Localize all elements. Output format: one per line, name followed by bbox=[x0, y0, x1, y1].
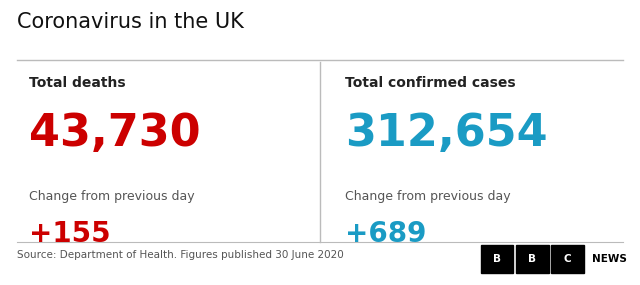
Text: Source: Department of Health. Figures published 30 June 2020: Source: Department of Health. Figures pu… bbox=[17, 251, 344, 260]
Text: Change from previous day: Change from previous day bbox=[29, 190, 195, 203]
Text: C: C bbox=[564, 254, 572, 264]
Text: NEWS: NEWS bbox=[591, 254, 627, 264]
Text: Coronavirus in the UK: Coronavirus in the UK bbox=[17, 13, 244, 32]
Text: Total confirmed cases: Total confirmed cases bbox=[345, 76, 516, 90]
FancyBboxPatch shape bbox=[481, 245, 513, 272]
FancyBboxPatch shape bbox=[551, 245, 584, 272]
Text: 312,654: 312,654 bbox=[345, 112, 548, 155]
Text: B: B bbox=[529, 254, 536, 264]
Text: Change from previous day: Change from previous day bbox=[345, 190, 511, 203]
Text: B: B bbox=[493, 254, 501, 264]
Text: Total deaths: Total deaths bbox=[29, 76, 126, 90]
Text: 43,730: 43,730 bbox=[29, 112, 201, 155]
Text: +155: +155 bbox=[29, 220, 111, 248]
FancyBboxPatch shape bbox=[516, 245, 548, 272]
Text: +689: +689 bbox=[345, 220, 426, 248]
